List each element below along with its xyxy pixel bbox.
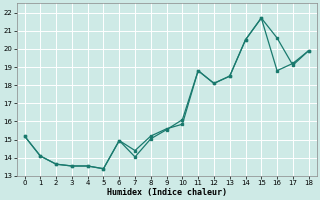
X-axis label: Humidex (Indice chaleur): Humidex (Indice chaleur) bbox=[107, 188, 227, 197]
